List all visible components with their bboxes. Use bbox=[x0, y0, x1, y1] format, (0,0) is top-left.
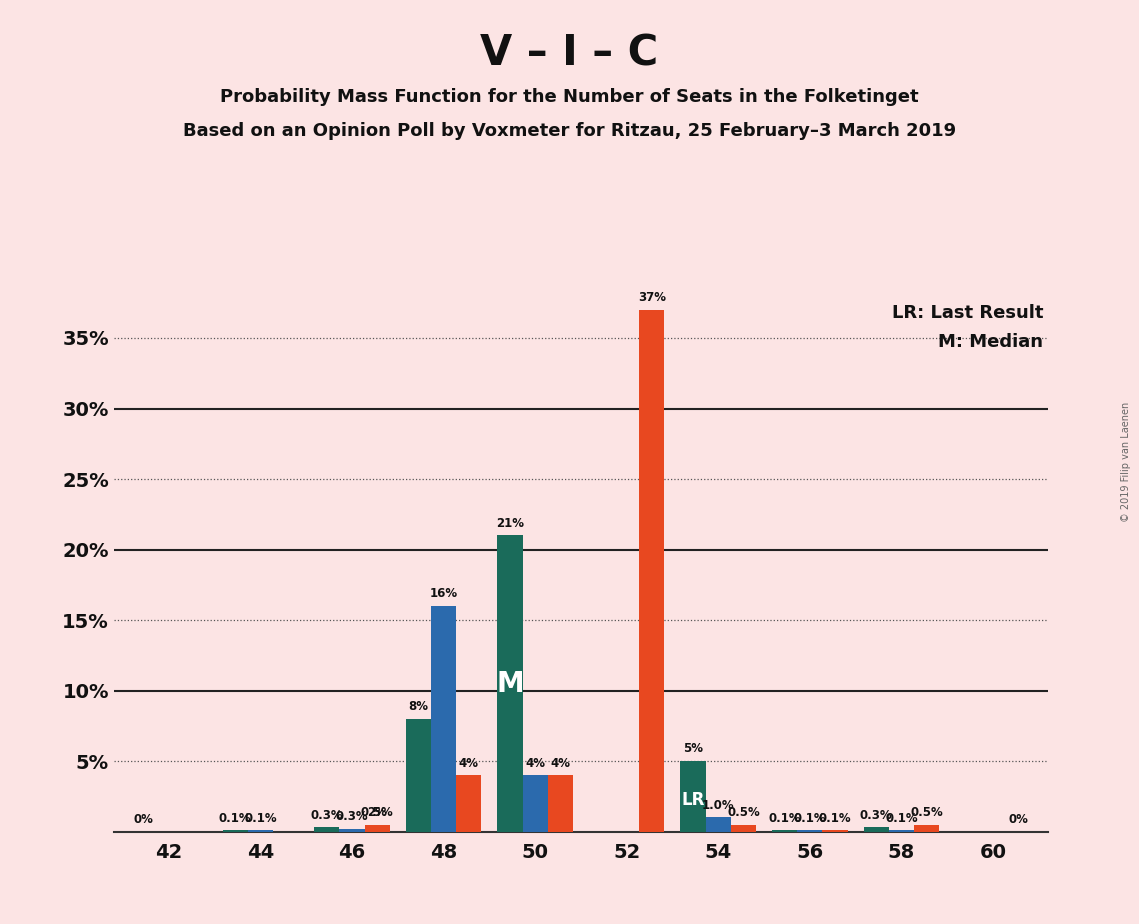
Text: 0.1%: 0.1% bbox=[769, 811, 801, 824]
Bar bbox=[888, 830, 913, 832]
Bar bbox=[913, 824, 940, 832]
Bar bbox=[863, 827, 888, 832]
Text: 37%: 37% bbox=[638, 291, 666, 304]
Bar bbox=[364, 824, 390, 832]
Text: 16%: 16% bbox=[429, 588, 458, 601]
Bar bbox=[822, 830, 847, 832]
Text: LR: LR bbox=[681, 791, 705, 808]
Text: 4%: 4% bbox=[459, 757, 478, 770]
Text: 0.1%: 0.1% bbox=[244, 811, 277, 824]
Text: 8%: 8% bbox=[409, 700, 428, 713]
Bar bbox=[706, 818, 731, 832]
Text: 0.1%: 0.1% bbox=[819, 811, 851, 824]
Bar bbox=[405, 719, 431, 832]
Text: M: M bbox=[497, 670, 524, 698]
Text: 21%: 21% bbox=[495, 517, 524, 529]
Bar bbox=[797, 830, 822, 832]
Text: 0.1%: 0.1% bbox=[794, 811, 826, 824]
Bar bbox=[456, 775, 482, 832]
Text: Probability Mass Function for the Number of Seats in the Folketinget: Probability Mass Function for the Number… bbox=[220, 88, 919, 105]
Text: LR: Last Result: LR: Last Result bbox=[892, 304, 1043, 322]
Text: 0%: 0% bbox=[133, 813, 154, 826]
Text: 5%: 5% bbox=[683, 743, 703, 756]
Text: 0.3%: 0.3% bbox=[860, 808, 893, 821]
Text: 4%: 4% bbox=[525, 757, 546, 770]
Text: 1.0%: 1.0% bbox=[702, 799, 735, 812]
Bar bbox=[498, 535, 523, 832]
Bar bbox=[772, 830, 797, 832]
Text: 0.5%: 0.5% bbox=[910, 806, 943, 819]
Bar bbox=[431, 606, 456, 832]
Text: 2%: 2% bbox=[367, 806, 387, 819]
Text: 0.5%: 0.5% bbox=[727, 806, 760, 819]
Text: V – I – C: V – I – C bbox=[481, 32, 658, 74]
Text: 0.1%: 0.1% bbox=[885, 811, 918, 824]
Text: 4%: 4% bbox=[550, 757, 571, 770]
Text: 0%: 0% bbox=[1008, 813, 1029, 826]
Text: 0.3%: 0.3% bbox=[336, 810, 368, 823]
Bar bbox=[314, 827, 339, 832]
Bar bbox=[731, 824, 756, 832]
Text: Based on an Opinion Poll by Voxmeter for Ritzau, 25 February–3 March 2019: Based on an Opinion Poll by Voxmeter for… bbox=[183, 122, 956, 140]
Text: 0.5%: 0.5% bbox=[361, 806, 394, 819]
Bar bbox=[548, 775, 573, 832]
Text: 0.3%: 0.3% bbox=[311, 808, 343, 821]
Bar bbox=[523, 775, 548, 832]
Bar bbox=[639, 310, 664, 832]
Text: 0.1%: 0.1% bbox=[219, 811, 252, 824]
Text: © 2019 Filip van Laenen: © 2019 Filip van Laenen bbox=[1121, 402, 1131, 522]
Bar bbox=[680, 761, 706, 832]
Bar bbox=[339, 829, 364, 832]
Bar bbox=[222, 830, 248, 832]
Text: M: Median: M: Median bbox=[939, 334, 1043, 351]
Bar bbox=[248, 830, 273, 832]
